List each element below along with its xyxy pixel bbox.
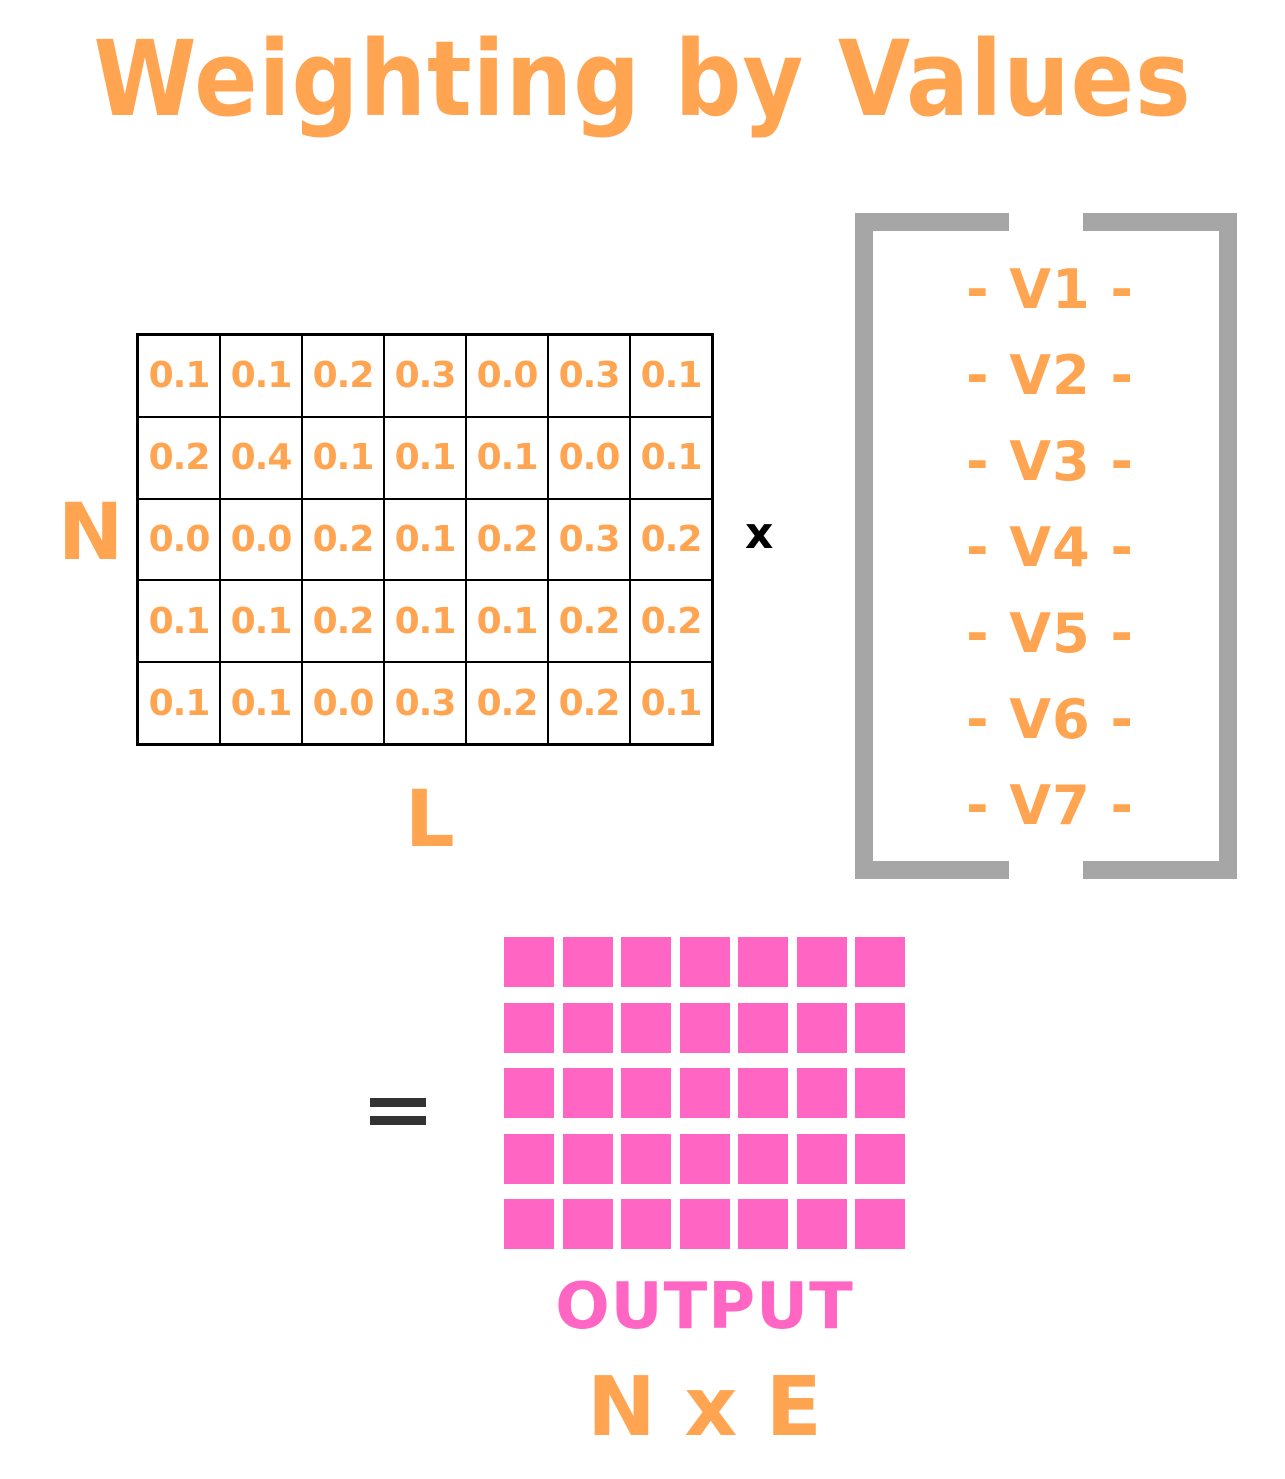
matrix-cell: 0.0 (220, 498, 302, 581)
matrix-cell: 0.1 (384, 580, 466, 663)
matrix-cell: 0.1 (384, 498, 466, 581)
matrix-cell: 0.1 (630, 416, 712, 499)
output-cell (679, 1068, 730, 1118)
matrix-cell: 0.3 (384, 662, 466, 744)
matrix-cell: 0.1 (384, 416, 466, 499)
matrix-cell: 0.2 (548, 580, 630, 663)
output-cell (562, 1133, 613, 1184)
output-cell (855, 1199, 905, 1249)
value-vector-bracket (855, 213, 1237, 879)
matrix-col-label: L (405, 775, 455, 865)
matrix-cell: 0.2 (302, 498, 384, 581)
output-cell (855, 1133, 905, 1184)
equals-sign (370, 1098, 426, 1134)
matrix-cell: 0.2 (302, 580, 384, 663)
output-dimensions: N x E (587, 1360, 822, 1455)
matrix-cell: 0.2 (466, 498, 548, 581)
matrix-cell: 0.1 (220, 580, 302, 663)
output-cell (504, 1002, 554, 1053)
value-vector-item: - V6 - (966, 688, 1134, 751)
matrix-cell: 0.3 (384, 335, 466, 417)
diagram-title: Weighting by Values (93, 18, 1192, 140)
output-label: OUTPUT (555, 1270, 854, 1344)
matrix-row-label: N (58, 488, 124, 578)
output-cell (562, 1199, 613, 1249)
output-cell (796, 1199, 847, 1249)
output-cell (855, 937, 905, 987)
output-cell (504, 937, 554, 987)
matrix-cell: 0.2 (138, 416, 220, 499)
output-cell (621, 1133, 671, 1184)
matrix-cell: 0.1 (138, 580, 220, 663)
value-vector-item: - V1 - (966, 258, 1134, 321)
multiply-operator: x (745, 508, 774, 559)
output-cell (738, 937, 788, 987)
matrix-cell: 0.1 (220, 662, 302, 744)
output-cell (621, 1068, 671, 1118)
output-cell (621, 937, 671, 987)
output-cell (855, 1068, 905, 1118)
value-vector-item: - V7 - (966, 774, 1134, 837)
matrix-cell: 0.3 (548, 335, 630, 417)
value-vector-item: - V2 - (966, 344, 1134, 407)
value-vector-item: - V3 - (966, 430, 1134, 493)
matrix-cell: 0.2 (548, 662, 630, 744)
output-cell (504, 1133, 554, 1184)
matrix-cell: 0.2 (302, 335, 384, 417)
output-cell (796, 1133, 847, 1184)
output-cell (796, 937, 847, 987)
output-cell (796, 1002, 847, 1053)
attention-weights-matrix: 0.1 0.1 0.2 0.3 0.0 0.3 0.1 0.2 0.4 0.1 0.1 0.1 0.0 0… (136, 333, 714, 746)
output-cell (504, 1199, 554, 1249)
output-cell (504, 1068, 554, 1118)
matrix-cell: 0.1 (630, 662, 712, 744)
matrix-cell: 0.2 (630, 580, 712, 663)
matrix-cell: 0.1 (138, 335, 220, 417)
output-cell (621, 1199, 671, 1249)
value-vector-item: - V5 - (966, 602, 1134, 665)
left-bracket (855, 213, 1009, 879)
matrix-cell: 0.1 (466, 580, 548, 663)
output-cell (562, 1002, 613, 1053)
output-cell (855, 1002, 905, 1053)
output-cell (679, 1002, 730, 1053)
matrix-cell: 0.2 (630, 498, 712, 581)
matrix-cell: 0.0 (466, 335, 548, 417)
right-bracket (1083, 213, 1237, 879)
matrix-cell: 0.1 (138, 662, 220, 744)
matrix-cell: 0.3 (548, 498, 630, 581)
output-cell (679, 1199, 730, 1249)
matrix-cell: 0.0 (138, 498, 220, 581)
matrix-cell: 0.1 (466, 416, 548, 499)
output-cell (796, 1068, 847, 1118)
matrix-cell: 0.1 (302, 416, 384, 499)
output-cell (562, 937, 613, 987)
output-cell (679, 937, 730, 987)
output-cell (738, 1199, 788, 1249)
output-cell (738, 1068, 788, 1118)
value-vector-item: - V4 - (966, 516, 1134, 579)
output-cell (738, 1133, 788, 1184)
output-cell (562, 1068, 613, 1118)
output-cell (738, 1002, 788, 1053)
matrix-cell: 0.1 (630, 335, 712, 417)
matrix-cell: 0.4 (220, 416, 302, 499)
matrix-cell: 0.1 (220, 335, 302, 417)
matrix-cell: 0.2 (466, 662, 548, 744)
output-cell (679, 1133, 730, 1184)
matrix-cell: 0.0 (548, 416, 630, 499)
matrix-cell: 0.0 (302, 662, 384, 744)
output-matrix (504, 937, 905, 1249)
output-cell (621, 1002, 671, 1053)
